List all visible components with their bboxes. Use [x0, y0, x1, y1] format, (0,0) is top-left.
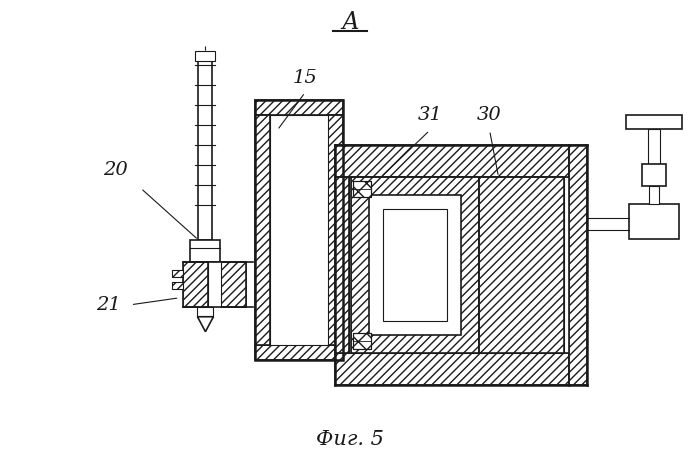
Bar	[626, 115, 682, 129]
Bar	[353, 181, 371, 197]
Bar	[171, 270, 184, 277]
Bar	[335, 177, 349, 353]
Polygon shape	[197, 317, 213, 332]
Bar	[171, 270, 184, 277]
Bar	[335, 145, 570, 177]
Bar	[629, 204, 679, 239]
Text: 30: 30	[477, 106, 502, 125]
Bar	[353, 181, 371, 197]
Text: А: А	[341, 11, 359, 34]
Bar	[649, 186, 659, 204]
Text: 15: 15	[293, 69, 317, 88]
Bar	[271, 115, 328, 344]
Bar	[184, 262, 208, 307]
Bar	[570, 145, 587, 385]
Text: 20: 20	[103, 161, 128, 179]
Bar	[197, 307, 213, 317]
Text: Фиг. 5: Фиг. 5	[316, 430, 384, 449]
Bar	[353, 333, 371, 349]
Bar	[255, 344, 343, 360]
Bar	[335, 353, 570, 385]
Bar	[328, 115, 343, 344]
Bar	[479, 177, 564, 353]
Bar	[255, 344, 343, 360]
Bar	[351, 177, 479, 353]
Bar	[570, 145, 587, 385]
Bar	[196, 50, 215, 61]
Bar	[353, 333, 371, 349]
Bar	[353, 333, 371, 349]
Bar	[383, 209, 447, 321]
Bar	[171, 282, 184, 289]
Bar	[369, 195, 461, 335]
Bar	[255, 100, 343, 115]
Bar	[255, 100, 343, 360]
Bar	[222, 262, 246, 307]
Bar	[328, 115, 343, 344]
Bar	[191, 240, 220, 262]
Bar	[335, 177, 349, 353]
Text: 31: 31	[417, 106, 442, 125]
Bar	[222, 262, 246, 307]
Bar	[255, 115, 271, 344]
Bar	[648, 129, 660, 164]
Bar	[171, 282, 184, 289]
Bar	[335, 145, 570, 177]
Bar	[208, 262, 222, 307]
Bar	[479, 177, 564, 353]
Bar	[642, 164, 666, 186]
Bar	[255, 115, 271, 344]
Bar	[335, 353, 570, 385]
Bar	[349, 177, 564, 353]
Text: 21: 21	[96, 296, 121, 314]
Bar	[199, 56, 212, 240]
Bar	[184, 262, 208, 307]
Bar	[255, 100, 343, 115]
Bar	[351, 177, 479, 353]
Bar	[353, 181, 371, 197]
